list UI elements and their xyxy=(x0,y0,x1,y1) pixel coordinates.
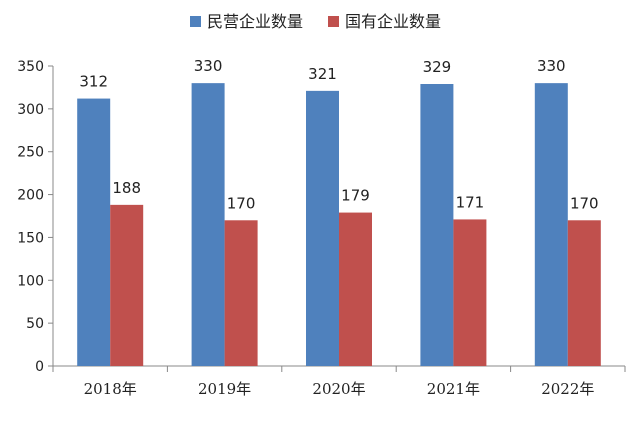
y-tick-label: 0 xyxy=(35,359,44,375)
data-label: 321 xyxy=(308,65,337,83)
data-label: 170 xyxy=(570,194,599,212)
data-label: 179 xyxy=(341,187,370,205)
data-label: 329 xyxy=(423,58,452,76)
legend-swatch xyxy=(190,16,201,27)
x-tick-label: 2021年 xyxy=(427,380,480,398)
y-tick-label: 100 xyxy=(17,273,44,289)
x-tick-label: 2020年 xyxy=(312,380,365,398)
bar-private-2020年 xyxy=(306,90,339,366)
y-tick-label: 250 xyxy=(17,145,44,161)
legend: 民营企业数量 国有企业数量 xyxy=(190,12,441,31)
bars xyxy=(77,83,601,367)
bar-state-2021年 xyxy=(453,219,487,366)
y-tick-label: 300 xyxy=(17,102,44,118)
legend-label: 国有企业数量 xyxy=(345,12,441,31)
x-tick-label: 2019年 xyxy=(198,380,251,398)
y-axis: 0 50 100 150 200 250 300 350 xyxy=(17,59,54,375)
y-tick-label: 350 xyxy=(17,59,44,75)
data-label: 330 xyxy=(194,57,223,75)
y-tick-label: 150 xyxy=(17,230,44,246)
bar-state-2020年 xyxy=(339,212,372,366)
data-label: 188 xyxy=(112,179,141,197)
legend-swatch xyxy=(328,16,339,27)
bar-private-2021年 xyxy=(420,84,454,366)
x-tick-label: 2018年 xyxy=(84,380,137,398)
y-tick-label: 50 xyxy=(26,316,44,332)
data-labels: 312 188 330 170 321 179 329 171 330 170 xyxy=(79,57,598,212)
data-label: 170 xyxy=(227,194,256,212)
y-tick-label: 200 xyxy=(17,188,44,204)
data-label: 171 xyxy=(456,193,485,211)
data-label: 330 xyxy=(537,57,566,75)
x-tick-label: 2022年 xyxy=(541,380,594,398)
bar-private-2022年 xyxy=(534,83,568,367)
bar-state-2022年 xyxy=(567,220,601,366)
legend-label: 民营企业数量 xyxy=(207,12,303,31)
data-label: 312 xyxy=(79,73,108,91)
bar-state-2018年 xyxy=(110,204,144,366)
bar-private-2019年 xyxy=(191,83,225,367)
bar-private-2018年 xyxy=(77,98,111,367)
bar-state-2019年 xyxy=(224,220,258,366)
x-axis: 2018年 2019年 2020年 2021年 2022年 xyxy=(52,365,626,398)
